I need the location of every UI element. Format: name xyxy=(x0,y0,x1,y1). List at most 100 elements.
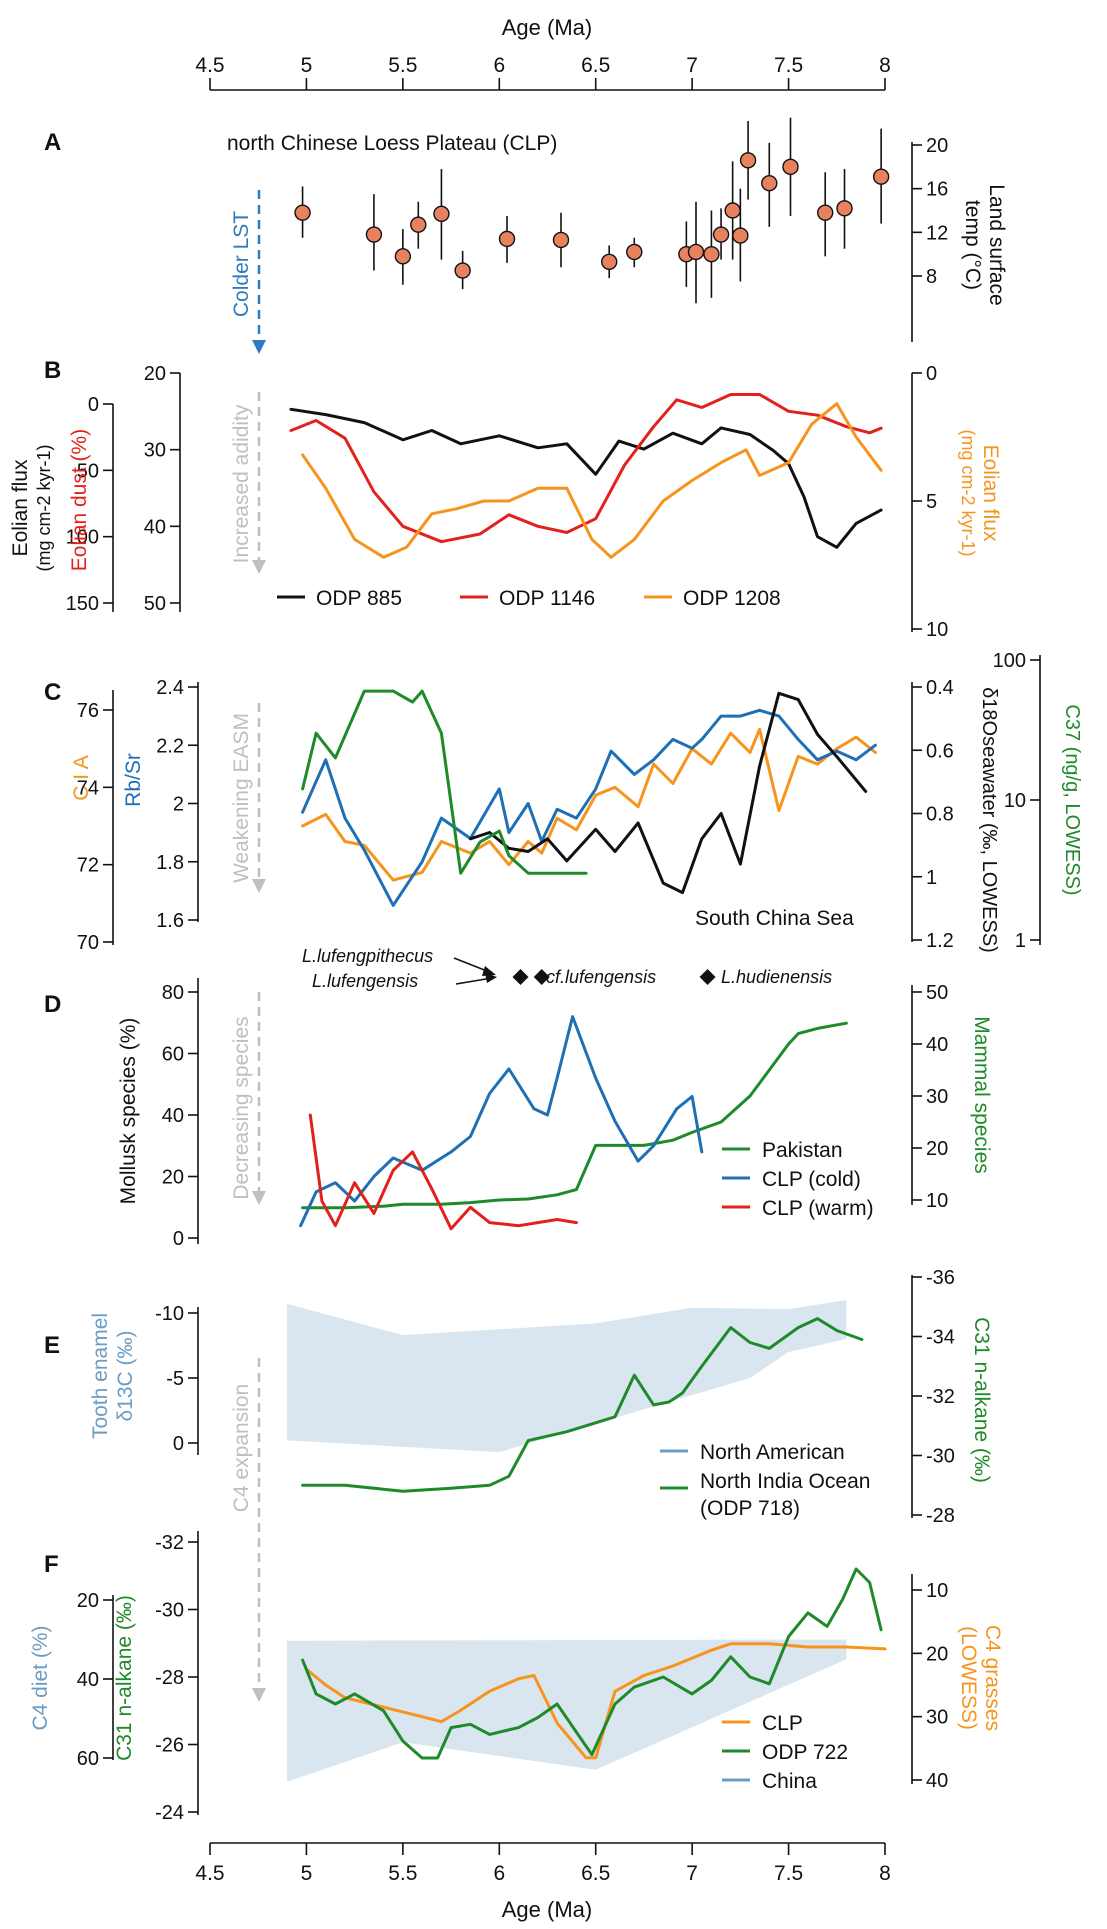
panel-f-legend: CLP ODP 722 China xyxy=(722,1712,848,1793)
panel-f-letter: F xyxy=(44,1551,59,1578)
panel-c-left1-label: C I A xyxy=(70,755,93,801)
panel-f-left2-tick-label: -26 xyxy=(155,1735,184,1757)
panel-f-left2-tick-label: -24 xyxy=(155,1802,184,1824)
panel-f-left1-label: C4 diet (%) xyxy=(29,1625,52,1730)
panel-e: E -10 -5 0 Tooth enamel δ13C (‰) C4 expans… xyxy=(44,1267,993,1702)
legend-label-clp-cold: CLP (cold) xyxy=(762,1168,861,1191)
legend-label-odp-1146: ODP 1146 xyxy=(499,587,595,610)
panel-e-arrow-head xyxy=(252,1688,266,1702)
panel-b-arrow-head xyxy=(252,560,266,574)
panel-a-letter: A xyxy=(44,129,61,156)
panel-e-annotation: C4 expansion xyxy=(230,1384,253,1512)
temperature-point xyxy=(552,231,570,249)
panel-f-left1-tick-label: 40 xyxy=(77,1669,99,1691)
series-line-clp-cold xyxy=(299,1015,704,1228)
top-age-tick-label: 5 xyxy=(301,54,313,77)
bottom-age-axis: 4.5 5 5.5 6 6.5 7 7.5 8 Age (Ma) xyxy=(195,1842,891,1922)
panel-b-left2-tick-label: 30 xyxy=(144,440,166,462)
legend-label-odp-722: ODP 722 xyxy=(762,1741,848,1764)
panel-f-left2-tick-label: -30 xyxy=(155,1600,184,1622)
panel-b-legend: ODP 885 ODP 1146 ODP 1208 xyxy=(277,587,781,610)
panel-a-right-tick-label: 8 xyxy=(926,266,937,288)
species-label-lufengpithecus: L.lufengpithecus xyxy=(302,946,433,966)
series-line-odp-1208 xyxy=(301,402,883,559)
panel-c-left2-tick-label: 2.2 xyxy=(156,735,184,757)
panel-d-letter: D xyxy=(44,991,61,1018)
panel-c-left2-tick-label: 1.6 xyxy=(156,910,184,932)
species-label-hudienensis: L.hudienensis xyxy=(721,967,832,987)
temperature-point xyxy=(498,230,516,248)
panel-b-right-tick-label: 5 xyxy=(926,491,937,513)
panel-b-right-label-2: (mg cm-2 kyr-1) xyxy=(958,430,978,557)
panel-c: C 76 74 72 70 C I A 2.4 2.2 2 1.8 1.6 Rb/Sr Wea… xyxy=(44,650,1083,954)
species-pointer-lower xyxy=(455,977,493,985)
panel-e-legend: North American North India Ocean (ODP 71… xyxy=(660,1441,870,1520)
temperature-point xyxy=(817,204,834,221)
series-line-rb-sr xyxy=(301,708,877,907)
top-age-tick-label: 4.5 xyxy=(195,54,224,77)
panel-a-annotation: Colder LST xyxy=(230,211,253,317)
temperature-point xyxy=(687,243,705,261)
temperature-point xyxy=(433,205,450,222)
panel-c-left2-tick-label: 2.4 xyxy=(156,677,184,699)
panel-c-annotation: Weakening EASM xyxy=(230,713,253,883)
series-line-odp-1146 xyxy=(289,393,883,544)
panel-f-right-tick-label: 20 xyxy=(926,1643,948,1665)
panel-d-right-tick-label: 50 xyxy=(926,982,948,1004)
panel-f-right-tick-label: 10 xyxy=(926,1580,948,1602)
panel-f-left1-tick-label: 20 xyxy=(77,1590,99,1612)
species-pointer-lower-head xyxy=(485,973,497,983)
series-line-18oseawater xyxy=(468,691,868,895)
legend-label-north-american: North American xyxy=(700,1441,845,1464)
top-age-tick-label: 6.5 xyxy=(581,54,610,77)
panel-b-left2-tick-label: 40 xyxy=(144,516,166,538)
panel-c-right2-tick-label: 1 xyxy=(1015,930,1026,952)
panel-a-right-tick-label: 12 xyxy=(926,222,948,244)
bottom-age-tick-label: 7 xyxy=(686,1862,698,1885)
temperature-point xyxy=(454,262,471,279)
bottom-age-axis-title: Age (Ma) xyxy=(502,1897,592,1922)
panel-b-right-label-1: Eolian flux xyxy=(979,445,1002,542)
panel-b-left2-tick-label: 20 xyxy=(144,363,166,385)
top-age-tick-label: 5.5 xyxy=(388,54,417,77)
panel-f-right-label-1: C4 grasses xyxy=(981,1625,1004,1731)
panel-c-left1-tick-label: 76 xyxy=(77,700,99,722)
panel-e-right-tick-label: -34 xyxy=(926,1327,955,1349)
top-age-axis-title: Age (Ma) xyxy=(502,15,592,40)
temperature-point xyxy=(394,248,412,265)
panel-c-left2-label: Rb/Sr xyxy=(122,753,145,807)
panel-c-right1-tick-label: 1 xyxy=(926,867,937,889)
series-line-c37 xyxy=(301,689,588,875)
panel-c-letter: C xyxy=(44,679,61,706)
band-north-american xyxy=(287,1300,847,1453)
panel-e-right-tick-label: -32 xyxy=(926,1386,955,1408)
legend-label-odp-1208: ODP 1208 xyxy=(683,587,781,610)
panel-b-left2-tick-label: 50 xyxy=(144,593,166,615)
panel-b-left1-label-2: (mg cm-2 kyr-1) xyxy=(34,445,54,572)
top-age-tick-label: 6 xyxy=(493,54,505,77)
bottom-age-tick-label: 6 xyxy=(493,1862,505,1885)
bottom-age-tick-label: 4.5 xyxy=(195,1862,224,1885)
panel-a-arrow-head xyxy=(252,340,266,354)
series-line-cia xyxy=(301,727,877,882)
panel-b-left1-tick-label: 100 xyxy=(66,527,99,549)
panel-d-right-tick-label: 20 xyxy=(926,1138,948,1160)
panel-d-left-tick-label: 80 xyxy=(162,982,184,1004)
temperature-point xyxy=(761,175,778,192)
bottom-age-tick-label: 7.5 xyxy=(774,1862,803,1885)
series-line-pakistan xyxy=(301,1021,848,1210)
legend-label-odp-885: ODP 885 xyxy=(316,587,402,610)
top-age-axis: Age (Ma) 4.5 5 5.5 6 6.5 7 7.5 8 xyxy=(195,15,891,91)
panel-c-right1-tick-label: 0.6 xyxy=(926,740,954,762)
panel-b-annotation: Increased adidity xyxy=(230,404,253,563)
panel-d-right-tick-label: 40 xyxy=(926,1034,948,1056)
temperature-point xyxy=(601,253,618,271)
series-line-odp-722 xyxy=(301,1567,883,1760)
panel-c-right1-tick-label: 0.4 xyxy=(926,677,954,699)
panel-a-right-tick-label: 20 xyxy=(926,135,948,157)
temperature-point xyxy=(782,158,799,176)
panel-e-right-tick-label: -36 xyxy=(926,1267,955,1289)
panel-b-left1-tick-label: 50 xyxy=(77,460,99,482)
